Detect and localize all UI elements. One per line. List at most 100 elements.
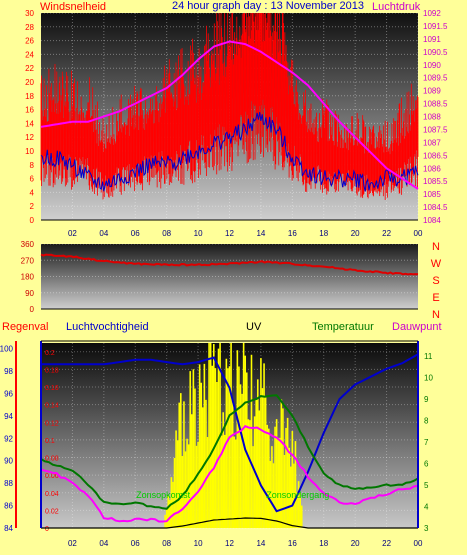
panel1-left-tick-label: 0 bbox=[30, 216, 35, 225]
panel1-x-tick-label: 12 bbox=[225, 229, 234, 238]
rain-tick-label: 0.1 bbox=[45, 438, 55, 445]
panel2-tick-label: 270 bbox=[21, 256, 35, 265]
panel3-x-tick-label: 10 bbox=[194, 539, 203, 548]
panel1-right-tick-label: 1087 bbox=[423, 138, 441, 147]
panel2-plot-area bbox=[41, 244, 418, 309]
humidity-tick-label: 92 bbox=[4, 434, 13, 443]
panel3-x-tick-label: 04 bbox=[99, 539, 108, 548]
uv-label: UV bbox=[246, 321, 262, 333]
panel1-right-tick-label: 1090 bbox=[423, 61, 441, 70]
regenval-label: Regenval bbox=[2, 321, 49, 333]
temperature-tick-label: 3 bbox=[424, 524, 429, 533]
compass-label: S bbox=[432, 275, 439, 287]
panel1-right-tick-label: 1089.5 bbox=[423, 74, 448, 83]
panel3-x-tick-label: 06 bbox=[131, 539, 140, 548]
panel1-left-tick-label: 6 bbox=[30, 175, 35, 184]
temperature-tick-label: 10 bbox=[424, 373, 433, 382]
rain-tick-label: 0.18 bbox=[45, 367, 59, 374]
panel1-x-tick-label: 20 bbox=[351, 229, 360, 238]
panel1-x-tick-label: 18 bbox=[319, 229, 328, 238]
panel1-left-tick-label: 4 bbox=[30, 188, 35, 197]
sunset-label: Zonsondergang bbox=[266, 490, 329, 500]
panel3-x-tick-label: 20 bbox=[351, 539, 360, 548]
humidity-tick-label: 100 bbox=[0, 345, 14, 354]
panel1-left-tick-label: 8 bbox=[30, 161, 35, 170]
humidity-tick-label: 98 bbox=[4, 367, 13, 376]
panel3-x-tick-label: 14 bbox=[256, 539, 265, 548]
dewpoint-line bbox=[40, 425, 419, 523]
panel1-x-tick-label: 16 bbox=[288, 229, 297, 238]
panel1-right-tick-label: 1085 bbox=[423, 190, 441, 199]
humidity-tick-label: 96 bbox=[4, 389, 13, 398]
panel1-right-tick-label: 1091.5 bbox=[423, 22, 448, 31]
panel3-x-tick-label: 12 bbox=[225, 539, 234, 548]
panel1-left-tick-label: 30 bbox=[25, 9, 34, 18]
panel3-x-tick-label: 02 bbox=[68, 539, 77, 548]
panel1-left-tick-label: 16 bbox=[25, 106, 34, 115]
panel3-x-tick-label: 16 bbox=[288, 539, 297, 548]
luchtvochtigheid-label: Luchtvochtigheid bbox=[66, 321, 149, 333]
temperature-tick-label: 4 bbox=[424, 502, 429, 511]
panel1-left-tick-label: 20 bbox=[25, 78, 34, 87]
rain-tick-label: 0.2 bbox=[45, 350, 55, 357]
panel1-right-tick-label: 1086.5 bbox=[423, 151, 448, 160]
humidity-tick-label: 94 bbox=[4, 412, 13, 421]
pressure-line bbox=[40, 40, 419, 190]
panel1-left-tick-label: 26 bbox=[25, 37, 34, 46]
panel1-right-tick-label: 1088 bbox=[423, 113, 441, 122]
rain-tick-label: 0 bbox=[45, 526, 49, 533]
panel3-x-tick-label: 22 bbox=[382, 539, 391, 548]
compass-label: N bbox=[432, 309, 440, 321]
panel1-left-tick-label: 24 bbox=[25, 50, 34, 59]
panel1-x-tick-label: 10 bbox=[194, 229, 203, 238]
panel2-tick-label: 360 bbox=[21, 240, 35, 249]
compass-label: W bbox=[431, 258, 442, 270]
panel1-right-tick-label: 1089 bbox=[423, 87, 441, 96]
humidity-tick-label: 84 bbox=[4, 524, 13, 533]
wind-direction-line bbox=[40, 253, 419, 276]
panel1-right-tick-label: 1085.5 bbox=[423, 177, 448, 186]
temperature-tick-label: 9 bbox=[424, 395, 429, 404]
panel2-tick-label: 0 bbox=[30, 305, 35, 314]
humidity-tick-label: 86 bbox=[4, 502, 13, 511]
rain-tick-label: 0.16 bbox=[45, 385, 59, 392]
panel1-right-tick-label: 1090.5 bbox=[423, 48, 448, 57]
panel1-right-tick-label: 1084.5 bbox=[423, 203, 448, 212]
panel1-x-tick-label: 00 bbox=[414, 229, 423, 238]
compass-label: E bbox=[432, 292, 439, 304]
panel1-right-tick-label: 1087.5 bbox=[423, 125, 448, 134]
panel1-left-tick-label: 10 bbox=[25, 147, 34, 156]
rain-tick-label: 0.14 bbox=[45, 403, 59, 410]
panel2-tick-label: 180 bbox=[21, 273, 35, 282]
panel1-x-tick-label: 04 bbox=[99, 229, 108, 238]
temperature-tick-label: 11 bbox=[424, 352, 433, 361]
temperature-tick-label: 8 bbox=[424, 416, 429, 425]
panel1-right-tick-label: 1088.5 bbox=[423, 100, 448, 109]
panel1-right-tick-label: 1084 bbox=[423, 216, 441, 225]
panel3-x-tick-label: 00 bbox=[414, 539, 423, 548]
humidity-tick-label: 90 bbox=[4, 457, 13, 466]
humidity-tick-label: 88 bbox=[4, 479, 13, 488]
temperature-line bbox=[40, 394, 419, 510]
temperatuur-label: Temperatuur bbox=[312, 321, 374, 333]
panel3-x-tick-label: 18 bbox=[319, 539, 328, 548]
panel1-x-tick-label: 14 bbox=[256, 229, 265, 238]
panel1-right-tick-label: 1092 bbox=[423, 9, 441, 18]
panel1-left-tick-label: 12 bbox=[25, 133, 34, 142]
panel1-right-tick-label: 1086 bbox=[423, 164, 441, 173]
windsnelheid-label: Windsnelheid bbox=[40, 1, 107, 13]
panel1-left-tick-label: 2 bbox=[30, 202, 35, 211]
rain-tick-label: 0.04 bbox=[45, 491, 59, 498]
sunrise-label: Zonsopkomst bbox=[136, 490, 191, 500]
rain-tick-label: 0.08 bbox=[45, 456, 59, 463]
panel1-x-tick-label: 02 bbox=[68, 229, 77, 238]
panel1-left-tick-label: 22 bbox=[25, 64, 34, 73]
panel3-x-tick-label: 08 bbox=[162, 539, 171, 548]
panel1-x-tick-label: 06 bbox=[131, 229, 140, 238]
solar-line bbox=[41, 517, 418, 529]
panel1-x-tick-label: 08 bbox=[162, 229, 171, 238]
dauwpunt-label: Dauwpunt bbox=[392, 321, 442, 333]
panel1-left-tick-label: 18 bbox=[25, 92, 34, 101]
panel1-x-tick-label: 22 bbox=[382, 229, 391, 238]
